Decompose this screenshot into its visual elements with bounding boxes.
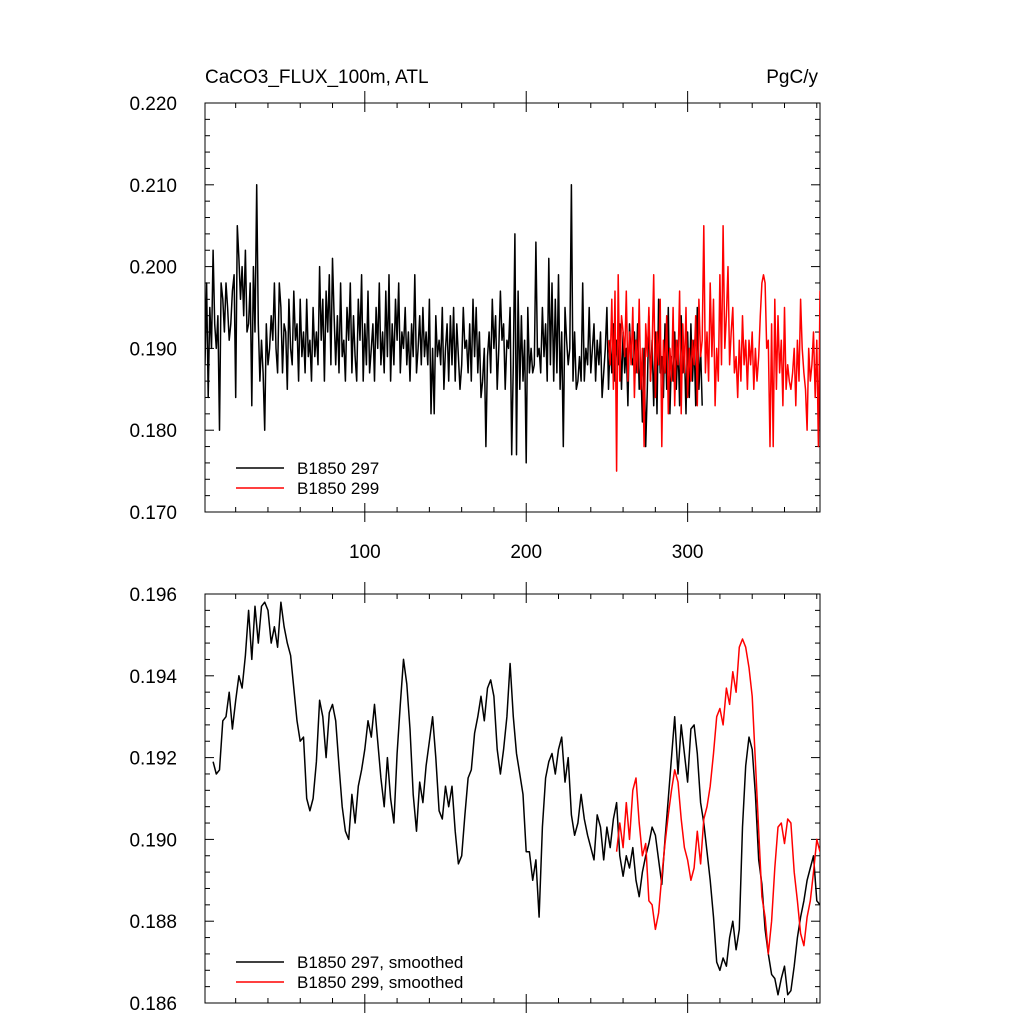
y-tick-label: 0.180 <box>129 421 177 442</box>
legend-label-2: B1850 299 <box>297 479 379 498</box>
legend-label-2: B1850 299, smoothed <box>297 973 463 992</box>
chart-panel-1: 0.170 0.180 0.190 0.200 0.210 0.220 100 200 300 C… <box>129 67 821 563</box>
series-line-2 <box>607 224 820 472</box>
y-tick-label: 0.196 <box>129 585 177 606</box>
plot-frame <box>204 593 821 1004</box>
y-tick-label: 0.188 <box>129 912 177 933</box>
y-tick-label: 0.186 <box>129 994 177 1015</box>
x-tick-label: 100 <box>349 542 381 563</box>
y-tick-label: 0.190 <box>129 830 177 851</box>
series-line-1 <box>212 601 820 996</box>
series-group <box>205 184 820 472</box>
y-tick-label: 0.200 <box>129 258 177 279</box>
chart-units: PgC/y <box>766 67 818 88</box>
series-line-2 <box>615 638 820 955</box>
y-tick-label: 0.170 <box>129 503 177 524</box>
legend-label-1: B1850 297 <box>297 459 379 478</box>
chart-title: CaCO3_FLUX_100m, ATL <box>205 67 429 88</box>
y-tick-label: 0.194 <box>129 667 177 688</box>
x-tick-label: 200 <box>510 542 542 563</box>
x-tick-label: 300 <box>672 542 704 563</box>
series-group <box>212 601 820 996</box>
y-tick-label: 0.192 <box>129 749 177 770</box>
chart-panel-2: 0.186 0.188 0.190 0.192 0.194 0.196 B1850 297,… <box>129 582 821 1015</box>
y-tick-label: 0.220 <box>129 94 177 115</box>
y-tick-label: 0.190 <box>129 339 177 360</box>
y-tick-label: 0.210 <box>129 176 177 197</box>
legend-label-1: B1850 297, smoothed <box>297 953 463 972</box>
